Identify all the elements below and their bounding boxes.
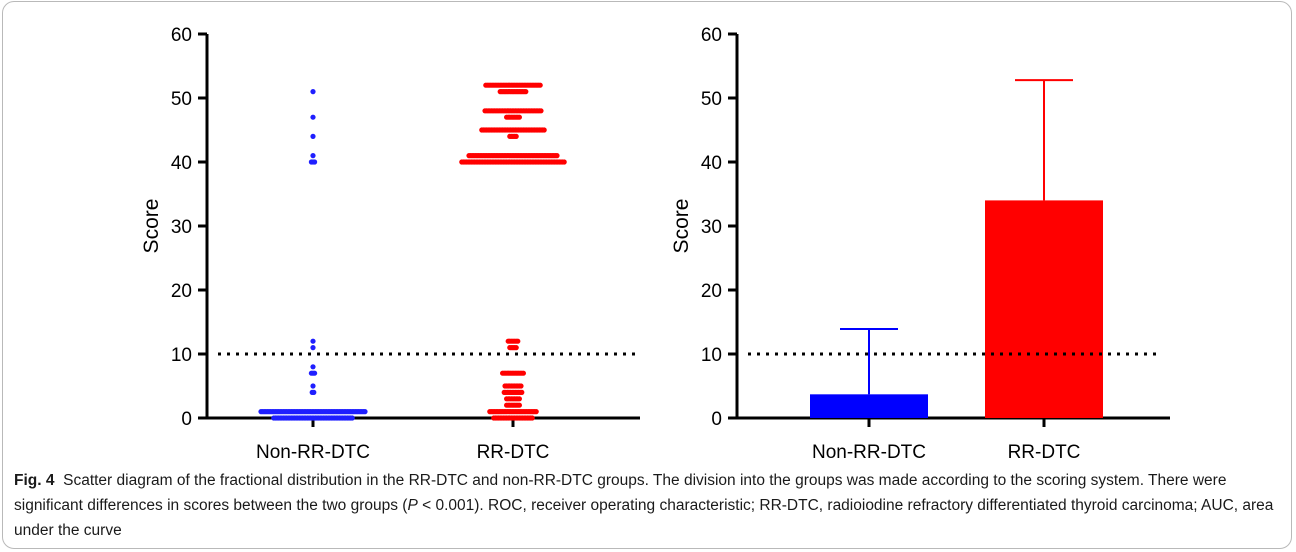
scatter-point [554, 153, 560, 159]
scatter-point [561, 159, 567, 165]
scatter-y-tick-label: 60 [171, 25, 192, 46]
scatter-point [513, 345, 519, 351]
scatter-y-tick-label: 10 [171, 345, 192, 366]
scatter-point [310, 89, 316, 95]
scatter-point [518, 383, 524, 389]
scatter-point [541, 127, 547, 133]
scatter-point [349, 415, 355, 421]
scatter-y-tick-label: 20 [171, 281, 192, 302]
scatter-point [312, 370, 318, 376]
scatter-point [310, 345, 316, 351]
scatter-point [516, 396, 523, 402]
scatter-point [515, 338, 521, 344]
scatter-point [310, 383, 316, 389]
scatter-point [310, 364, 316, 370]
caption-text-2: < 0.001). ROC, receiver operating charac… [14, 497, 1274, 539]
bar-y-tick-label: 0 [711, 409, 722, 430]
bar-x-tick-label: Non-RR-DTC [812, 442, 926, 463]
bar-y-axis-title: Score [670, 199, 693, 254]
figure-charts: 0 10 20 30 40 50 60 Non-RR-DTC RR-DTC Score 0 10 20… [140, 25, 1170, 463]
scatter-y-tick-label: 40 [171, 153, 192, 174]
scatter-y-tick-label: 30 [171, 217, 192, 238]
scatter-point [529, 415, 535, 421]
caption-text-1: Scatter diagram of the fractional distri… [14, 472, 1227, 514]
caption-label: Fig. 4 [14, 472, 55, 489]
scatter-point [310, 153, 316, 159]
scatter-point [312, 159, 318, 165]
scatter-panel: 0 10 20 30 40 50 60 Non-RR-DTC RR-DTC Score [140, 25, 640, 463]
scatter-y-tick-label: 0 [181, 409, 192, 430]
bar-y-tick-label: 20 [701, 281, 722, 302]
bar [810, 394, 928, 418]
scatter-point [519, 389, 525, 395]
bar-y-tick-label: 30 [701, 217, 722, 238]
scatter-point [362, 409, 368, 415]
scatter-point [533, 409, 539, 415]
bar-y-tick-label: 10 [701, 345, 722, 366]
scatter-x-tick-label: Non-RR-DTC [256, 442, 370, 463]
scatter-point [516, 114, 523, 120]
scatter-point [311, 389, 317, 395]
scatter-point [538, 108, 544, 114]
scatter-point [513, 133, 519, 139]
scatter-x-tick-label: RR-DTC [477, 442, 550, 463]
scatter-y-axis-title: Score [140, 199, 163, 254]
scatter-point [310, 338, 316, 344]
bar [985, 200, 1103, 418]
bar-y-tick-label: 50 [701, 89, 722, 110]
scatter-point [310, 114, 316, 120]
scatter-point [523, 89, 529, 95]
bar-y-tick-label: 40 [701, 153, 722, 174]
scatter-point [537, 82, 543, 88]
scatter-point [520, 370, 527, 376]
figure-caption: Fig. 4 Scatter diagram of the fractional… [14, 468, 1280, 543]
scatter-y-tick-label: 50 [171, 89, 192, 110]
scatter-point [516, 402, 523, 408]
bar-panel: 0 10 20 30 40 50 60 Non-RR-DTC RR-DTC Score [670, 25, 1170, 463]
bar-y-tick-label: 60 [701, 25, 722, 46]
bar-x-tick-label: RR-DTC [1008, 442, 1081, 463]
caption-p-symbol: P [407, 497, 418, 514]
scatter-point [310, 133, 316, 139]
